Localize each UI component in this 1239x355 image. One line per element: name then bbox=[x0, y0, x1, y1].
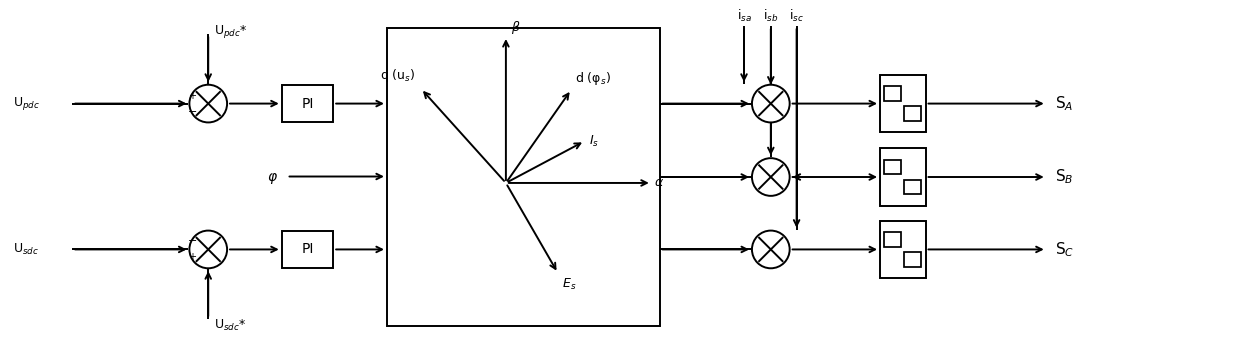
Text: φ: φ bbox=[268, 169, 276, 184]
Text: S$_{A}$: S$_{A}$ bbox=[1054, 94, 1073, 113]
Text: d (φ$_{s}$): d (φ$_{s}$) bbox=[575, 70, 611, 87]
Text: α: α bbox=[654, 176, 663, 190]
Text: S$_{C}$: S$_{C}$ bbox=[1054, 240, 1074, 259]
Circle shape bbox=[752, 158, 789, 196]
Bar bbox=[880, 148, 926, 206]
Bar bbox=[883, 160, 901, 174]
Text: −: − bbox=[187, 236, 197, 246]
Text: −: − bbox=[187, 106, 197, 116]
Text: U$_{pdc}$: U$_{pdc}$ bbox=[12, 95, 40, 112]
Bar bbox=[883, 232, 901, 247]
Text: i$_{sb}$: i$_{sb}$ bbox=[763, 8, 778, 24]
Text: +: + bbox=[188, 252, 196, 262]
Text: i$_{sc}$: i$_{sc}$ bbox=[789, 8, 804, 24]
Circle shape bbox=[752, 85, 789, 122]
Text: U$_{pdc}$*: U$_{pdc}$* bbox=[214, 23, 248, 40]
Bar bbox=[387, 28, 659, 326]
Text: S$_{B}$: S$_{B}$ bbox=[1054, 168, 1073, 186]
Circle shape bbox=[190, 85, 227, 122]
Text: U$_{sdc}$*: U$_{sdc}$* bbox=[214, 318, 247, 333]
Text: PI: PI bbox=[301, 97, 313, 111]
Text: PI: PI bbox=[301, 242, 313, 256]
Bar bbox=[880, 75, 926, 132]
Circle shape bbox=[190, 231, 227, 268]
Text: i$_{sa}$: i$_{sa}$ bbox=[736, 8, 752, 24]
Bar bbox=[883, 86, 901, 101]
Text: q (u$_{s}$): q (u$_{s}$) bbox=[380, 67, 416, 84]
Text: U$_{sdc}$: U$_{sdc}$ bbox=[12, 242, 38, 257]
Circle shape bbox=[752, 231, 789, 268]
Text: +: + bbox=[188, 91, 196, 101]
Bar bbox=[903, 180, 921, 194]
Text: E$_{s}$: E$_{s}$ bbox=[563, 277, 576, 292]
Bar bbox=[281, 231, 333, 268]
Text: β: β bbox=[510, 21, 519, 34]
Bar bbox=[880, 221, 926, 278]
Bar bbox=[903, 106, 921, 121]
Text: I$_{s}$: I$_{s}$ bbox=[589, 133, 598, 149]
Bar bbox=[281, 85, 333, 122]
Bar bbox=[903, 252, 921, 267]
